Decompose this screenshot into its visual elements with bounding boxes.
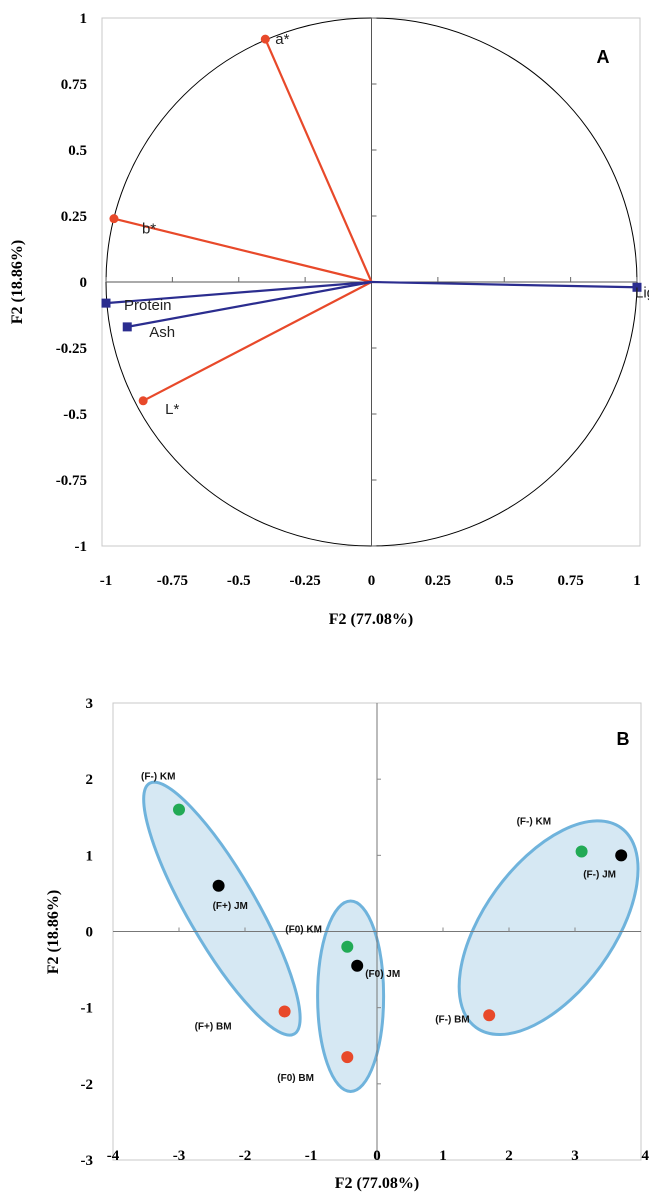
cluster-ellipse [457, 819, 640, 1037]
score-point-label: (F+) JM [213, 901, 248, 912]
loading-vector-label: Ash [149, 324, 175, 341]
score-point-label: (F-) KM [517, 817, 551, 828]
panel-a-x-axis-title: F2 (77.08%) [329, 611, 413, 628]
panel-a-y-tick-label: 0 [80, 275, 88, 291]
loading-vector-label: L* [165, 401, 179, 418]
panel-a-y-tick-label: 0.5 [68, 143, 87, 159]
panel-b-x-tick-label: 4 [642, 1148, 649, 1164]
loading-vector-marker [101, 298, 111, 308]
score-point [341, 1051, 354, 1064]
panel-b-y-tick-label: -3 [81, 1153, 94, 1169]
panel-b-score-plot: (F-) KM (F+) JM (F+) BM (F0) KM (F0) JM (F0) … [45, 696, 649, 1192]
panel-a-x-tick-label: 0.75 [558, 573, 584, 589]
panel-a-correlation-circle: a* b* L* Protein Ash Ligh -1 -0.75 -0.5 -0.25 0 0.… [9, 11, 649, 628]
panel-a-letter: A [597, 47, 610, 67]
panel-a-y-tick-label: -0.5 [63, 407, 87, 423]
panel-a-x-tick-label: -0.75 [157, 573, 188, 589]
loading-vector-line [371, 280, 638, 289]
loading-vector-line [264, 38, 373, 283]
score-point [351, 959, 364, 972]
score-point [173, 803, 185, 816]
loading-vector-marker [122, 322, 132, 332]
panel-b-y-tick-label: 0 [86, 925, 94, 941]
panel-b-x-tick-label: 2 [505, 1148, 513, 1164]
loading-vector-line [105, 280, 372, 305]
panel-a-x-tick-label: 0.5 [495, 573, 514, 589]
panel-b-x-tick-label: -2 [239, 1148, 252, 1164]
loading-vector-line [142, 281, 373, 402]
score-point-label: (F-) KM [141, 772, 175, 783]
panel-b-y-tick-label: -2 [81, 1077, 94, 1093]
panel-b-y-tick-label: 2 [86, 772, 94, 788]
score-point-label: (F-) BM [435, 1014, 469, 1025]
score-point-label: (F+) BM [195, 1021, 232, 1032]
panel-a-y-tick-label: -0.75 [56, 473, 87, 489]
panel-b-x-axis-title: F2 (77.08%) [335, 1175, 419, 1192]
panel-b-y-tick-label: 1 [86, 848, 94, 864]
score-point-label: (F0) JM [365, 969, 400, 980]
loading-vector-line [113, 217, 372, 284]
score-point [575, 845, 588, 858]
panel-a-y-tick-label: -1 [75, 539, 88, 555]
panel-a-y-axis-title: F2 (18.86%) [9, 240, 26, 324]
score-point [212, 879, 225, 892]
panel-b-x-tick-label: 3 [571, 1148, 579, 1164]
panel-b-letter: B [617, 729, 630, 749]
panel-a-y-tick-label: -0.25 [56, 341, 87, 357]
score-point-label: (F0) BM [277, 1073, 314, 1084]
cluster-ellipse [316, 899, 386, 1093]
panel-b-y-tick-label: -1 [81, 1001, 94, 1017]
loading-vector-label: b* [142, 221, 156, 238]
loading-vector-label: Protein [124, 297, 172, 314]
loading-vector-line [127, 280, 372, 328]
panel-a-x-tick-label: -1 [100, 573, 113, 589]
score-point [278, 1005, 291, 1018]
score-point-label: (F0) KM [285, 925, 322, 936]
panel-a-y-tick-label: 1 [80, 11, 88, 27]
panel-b-y-tick-label: 3 [86, 696, 94, 712]
score-point-label: (F-) JM [583, 869, 616, 880]
panel-a-x-tick-label: -0.25 [290, 573, 321, 589]
panel-a-x-tick-label: 0 [368, 573, 376, 589]
panel-a-x-tick-label: -0.5 [227, 573, 251, 589]
score-point [341, 940, 354, 953]
loading-vector-label: Ligh [635, 284, 649, 301]
loading-vector-marker [260, 34, 270, 44]
score-point [615, 849, 628, 862]
loading-vector-marker [109, 214, 119, 224]
loading-vector-label: a* [275, 31, 289, 48]
panel-a-y-tick-label: 0.25 [61, 209, 87, 225]
panel-a-x-tick-label: 0.25 [425, 573, 451, 589]
panel-b-x-tick-label: 0 [373, 1148, 381, 1164]
panel-b-x-tick-label: 1 [439, 1148, 447, 1164]
panel-b-x-tick-label: -1 [305, 1148, 318, 1164]
score-point [483, 1009, 496, 1022]
panel-b-y-axis-title: F2 (18.86%) [45, 890, 62, 974]
panel-a-x-tick-label: 1 [633, 573, 641, 589]
loading-vector-marker [138, 396, 148, 406]
panel-b-x-tick-label: -3 [173, 1148, 186, 1164]
loading-vector-marker [632, 282, 642, 292]
cluster-ellipse [142, 780, 302, 1037]
panel-a-y-tick-label: 0.75 [61, 77, 87, 93]
panel-b-x-tick-label: -4 [107, 1148, 120, 1164]
